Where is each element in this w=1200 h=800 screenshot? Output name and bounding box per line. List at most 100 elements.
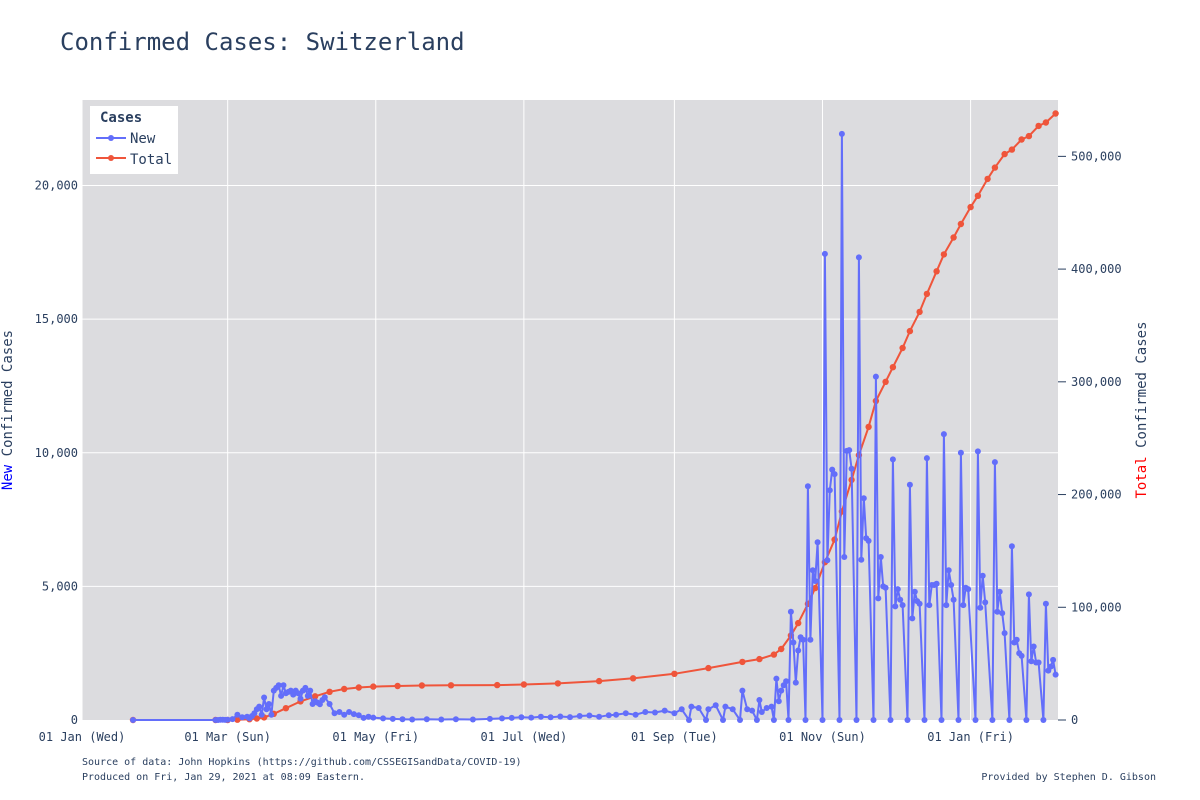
new-series-point: [999, 610, 1006, 617]
y-axis-left-title-suffix: Confirmed Cases: [0, 330, 16, 465]
new-series-point: [826, 487, 833, 494]
new-series-point: [858, 556, 865, 563]
legend-item-total[interactable]: Total: [96, 152, 172, 168]
new-series-point: [916, 600, 923, 607]
new-series-point: [977, 604, 984, 611]
new-series-point: [957, 449, 964, 456]
new-series-point: [821, 250, 828, 257]
new-series-point: [346, 709, 353, 715]
new-series-point: [350, 711, 357, 718]
new-series-point: [911, 588, 918, 595]
new-series-point: [302, 684, 309, 691]
x-tick-label: 01 Nov (Sun): [779, 730, 866, 744]
new-series-point: [642, 709, 649, 715]
total-series-point: [311, 693, 319, 700]
new-series-point: [790, 639, 797, 646]
total-series-point: [1052, 110, 1059, 117]
total-series-point: [957, 220, 965, 228]
legend-item-new[interactable]: New: [96, 131, 156, 147]
new-series-point: [686, 717, 692, 723]
new-series-point: [469, 716, 476, 723]
new-series-point: [389, 715, 396, 722]
total-series-point: [940, 251, 948, 258]
new-series-point: [778, 687, 785, 694]
source-note: Source of data: John Hopkins (https://gi…: [82, 757, 522, 768]
new-series-point: [802, 717, 809, 723]
y-right-tick-label: 300,000: [1071, 375, 1122, 389]
new-series-point: [909, 615, 916, 622]
new-series-point: [224, 716, 231, 723]
legend-label-total: Total: [130, 152, 172, 168]
credit-note: Provided by Stephen D. Gibson: [981, 772, 1156, 783]
new-series-point: [1025, 591, 1032, 598]
y-axis-right-title-prefix: Total: [1134, 456, 1150, 498]
y-axis-right-title: Total Confirmed Cases: [1134, 321, 1150, 498]
new-series-point: [994, 608, 1001, 615]
total-series-point: [1025, 132, 1033, 140]
new-series-point: [744, 706, 751, 713]
new-series-point: [326, 701, 333, 707]
new-series-point: [380, 715, 387, 722]
y-left-tick-label: 20,000: [35, 179, 78, 193]
new-series-point: [508, 714, 515, 721]
total-series-point: [671, 670, 678, 677]
y-axis-left-title-prefix: New: [0, 464, 16, 490]
legend[interactable]: Cases New Total: [90, 106, 178, 174]
new-series-point: [652, 709, 658, 716]
total-series-point: [1035, 122, 1042, 130]
x-tick-label: 01 Jul (Wed): [481, 730, 568, 744]
new-series-point: [452, 716, 459, 723]
new-series-point: [256, 703, 263, 710]
legend-box: [90, 106, 178, 174]
new-series-point: [331, 710, 338, 717]
new-series-point: [712, 702, 719, 709]
total-series-point: [282, 705, 290, 712]
new-series-point: [768, 703, 775, 710]
new-series-point: [933, 580, 940, 587]
new-series-point: [899, 602, 906, 609]
new-series-point: [829, 466, 836, 473]
new-series: [130, 130, 1059, 723]
new-series-point: [783, 678, 790, 685]
new-series-point: [265, 701, 272, 707]
new-series-point: [234, 711, 241, 718]
new-series-point: [887, 717, 894, 723]
total-series-point: [770, 651, 778, 658]
chart-title: Confirmed Cases: Switzerland: [60, 28, 465, 56]
total-series-point: [974, 192, 982, 199]
new-series-point: [756, 697, 763, 703]
x-tick-label: 01 Jan (Wed): [39, 730, 126, 744]
new-series-point: [948, 582, 955, 588]
legend-label-new: New: [130, 131, 156, 147]
total-series-point: [778, 645, 785, 653]
y-axis-right: 0 100,000 200,000 300,000 400,000 500,000: [1058, 149, 1122, 727]
new-series-point: [537, 713, 544, 720]
new-series-point: [258, 711, 265, 718]
total-series-point: [933, 268, 940, 275]
new-series-point: [870, 717, 877, 723]
new-series-point: [809, 567, 816, 574]
new-series-point: [1030, 643, 1037, 650]
new-series-point: [275, 682, 282, 689]
new-series-point: [753, 717, 760, 723]
new-series-point: [280, 682, 287, 689]
new-series-point: [1018, 652, 1025, 659]
new-series-point: [423, 716, 430, 723]
new-series-point: [695, 705, 702, 711]
total-series-point: [756, 655, 763, 663]
total-series-point: [370, 683, 377, 690]
new-series-point: [897, 596, 904, 603]
new-series-point: [831, 471, 838, 478]
new-series-point: [923, 455, 930, 462]
new-series-point: [965, 586, 972, 593]
new-series-point: [787, 608, 794, 615]
new-series-point: [605, 712, 612, 719]
new-series-point: [518, 714, 525, 721]
new-series-point: [321, 694, 328, 701]
total-series-point: [1001, 150, 1008, 158]
total-series-point: [991, 164, 999, 171]
new-series-point: [438, 716, 445, 723]
new-series-point: [263, 706, 270, 713]
x-tick-label: 01 Jan (Fri): [927, 730, 1014, 744]
new-series-point: [792, 679, 799, 686]
